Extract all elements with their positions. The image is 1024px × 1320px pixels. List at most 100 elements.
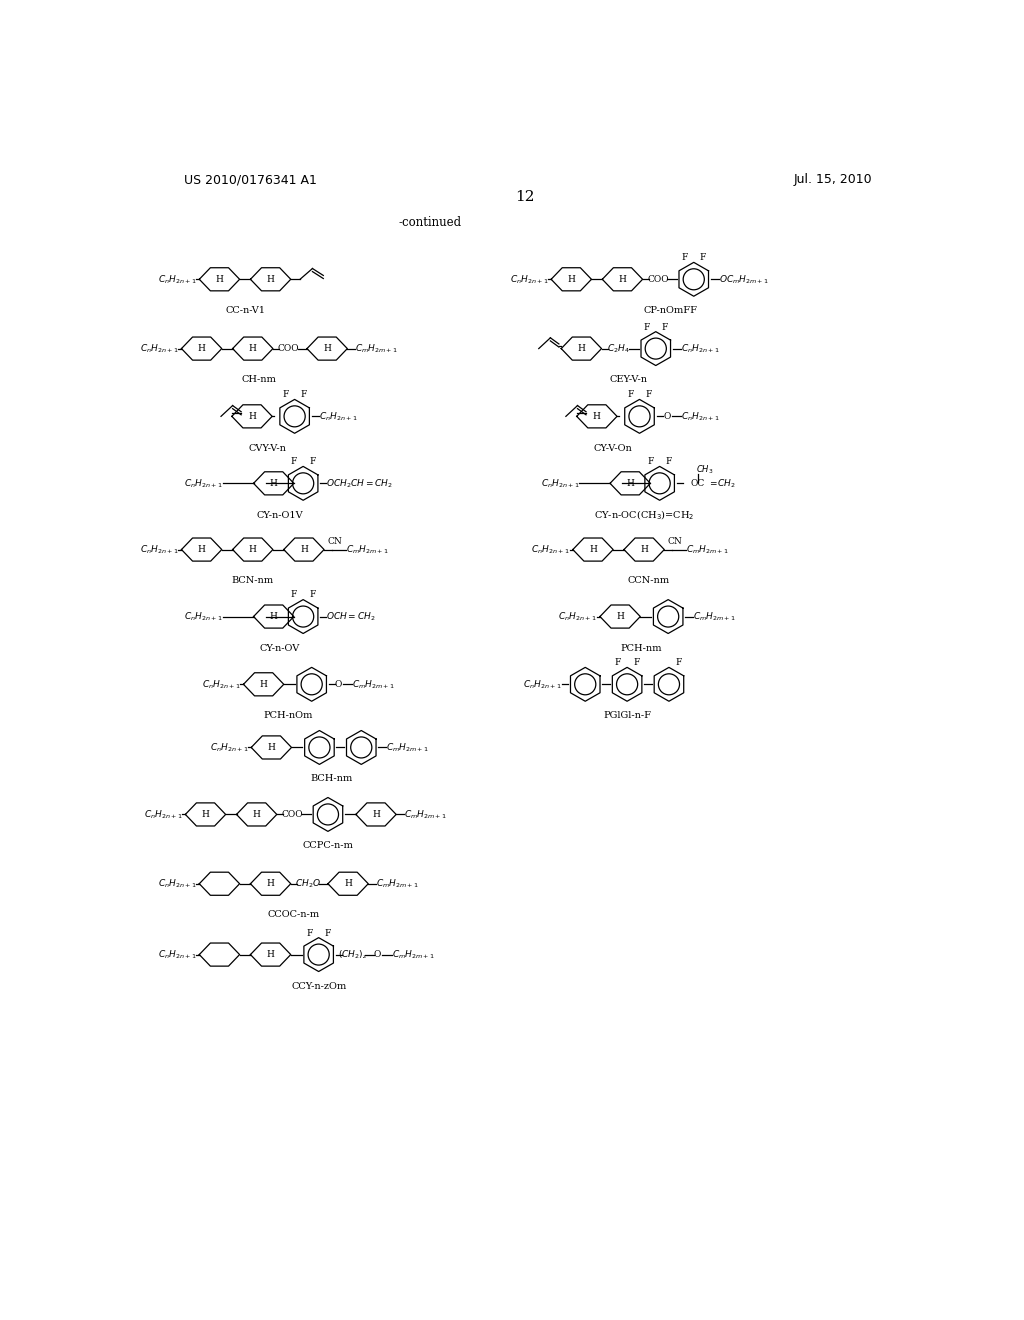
Text: $CH_3$: $CH_3$	[696, 463, 714, 475]
Text: $C_mH_{2m+1}$: $C_mH_{2m+1}$	[686, 544, 729, 556]
Text: $OC_mH_{2m+1}$: $OC_mH_{2m+1}$	[719, 273, 768, 285]
Text: $C_nH_{2n+1}$: $C_nH_{2n+1}$	[681, 342, 719, 355]
Text: H: H	[253, 810, 260, 818]
Text: $OCH_2CH{=}CH_2$: $OCH_2CH{=}CH_2$	[327, 477, 393, 490]
Text: H: H	[578, 345, 586, 352]
Text: CH-nm: CH-nm	[242, 375, 276, 384]
Text: $(CH_2)_z$: $(CH_2)_z$	[338, 948, 368, 961]
Text: $CH_2O$: $CH_2O$	[295, 878, 321, 890]
Text: H: H	[249, 345, 257, 352]
Text: US 2010/0176341 A1: US 2010/0176341 A1	[183, 173, 316, 186]
Text: H: H	[202, 810, 210, 818]
Text: -continued: -continued	[398, 215, 462, 228]
Text: CY-n-OC(CH$_3$)=CH$_2$: CY-n-OC(CH$_3$)=CH$_2$	[594, 510, 694, 523]
Text: H: H	[215, 275, 223, 284]
Text: H: H	[266, 275, 274, 284]
Text: $C_nH_{2n+1}$: $C_nH_{2n+1}$	[158, 878, 197, 890]
Text: PGlGl-n-F: PGlGl-n-F	[603, 710, 651, 719]
Text: H: H	[324, 345, 331, 352]
Text: F: F	[643, 322, 649, 331]
Text: F: F	[647, 457, 653, 466]
Text: F: F	[283, 391, 289, 399]
Text: F: F	[627, 391, 634, 399]
Text: F: F	[614, 659, 621, 667]
Text: CY-n-OV: CY-n-OV	[260, 644, 300, 653]
Text: F: F	[645, 391, 652, 399]
Text: CN: CN	[328, 537, 342, 546]
Text: COO: COO	[647, 275, 669, 284]
Text: H: H	[248, 412, 256, 421]
Text: O: O	[335, 680, 342, 689]
Text: CCN-nm: CCN-nm	[628, 576, 670, 585]
Text: $C_mH_{2m+1}$: $C_mH_{2m+1}$	[693, 610, 735, 623]
Text: CY-V-On: CY-V-On	[593, 445, 632, 453]
Text: $C_nH_{2n+1}$: $C_nH_{2n+1}$	[510, 273, 548, 285]
Text: F: F	[291, 590, 297, 599]
Text: COO: COO	[282, 810, 303, 818]
Text: $C_nH_{2n+1}$: $C_nH_{2n+1}$	[558, 610, 597, 623]
Text: O: O	[664, 412, 671, 421]
Text: H: H	[269, 479, 278, 488]
Text: BCN-nm: BCN-nm	[231, 576, 273, 585]
Text: CEY-V-n: CEY-V-n	[609, 375, 647, 384]
Text: F: F	[699, 253, 707, 263]
Text: Jul. 15, 2010: Jul. 15, 2010	[794, 173, 872, 186]
Text: H: H	[589, 545, 597, 554]
Text: $C_mH_{2m+1}$: $C_mH_{2m+1}$	[386, 742, 429, 754]
Text: $C_mH_{2m+1}$: $C_mH_{2m+1}$	[355, 342, 397, 355]
Text: $C_mH_{2m+1}$: $C_mH_{2m+1}$	[376, 878, 419, 890]
Text: F: F	[662, 322, 669, 331]
Text: F: F	[681, 253, 688, 263]
Text: H: H	[640, 545, 648, 554]
Text: $=\!CH_2$: $=\!CH_2$	[708, 477, 736, 490]
Text: $C_nH_{2n+1}$: $C_nH_{2n+1}$	[319, 411, 358, 422]
Text: $C_nH_{2n+1}$: $C_nH_{2n+1}$	[184, 610, 222, 623]
Text: H: H	[198, 545, 206, 554]
Text: CN: CN	[668, 537, 683, 546]
Text: H: H	[618, 275, 627, 284]
Text: OC: OC	[690, 479, 705, 488]
Text: $C_nH_{2n+1}$: $C_nH_{2n+1}$	[158, 273, 197, 285]
Text: H: H	[198, 345, 206, 352]
Text: H: H	[300, 545, 308, 554]
Text: $C_mH_{2m+1}$: $C_mH_{2m+1}$	[403, 808, 446, 821]
Text: F: F	[666, 457, 672, 466]
Text: $C_nH_{2n+1}$: $C_nH_{2n+1}$	[210, 742, 248, 754]
Text: PCH-nOm: PCH-nOm	[264, 710, 313, 719]
Text: H: H	[249, 545, 257, 554]
Text: H: H	[269, 612, 278, 620]
Text: F: F	[306, 928, 312, 937]
Text: F: F	[309, 590, 315, 599]
Text: $C_nH_{2n+1}$: $C_nH_{2n+1}$	[202, 678, 241, 690]
Text: H: H	[266, 950, 274, 960]
Text: BCH-nm: BCH-nm	[310, 774, 352, 783]
Text: CVY-V-n: CVY-V-n	[249, 445, 287, 453]
Text: H: H	[627, 479, 634, 488]
Text: PCH-nm: PCH-nm	[621, 644, 662, 653]
Text: $C_nH_{2n+1}$: $C_nH_{2n+1}$	[681, 411, 720, 422]
Text: $C_nH_{2n+1}$: $C_nH_{2n+1}$	[531, 544, 569, 556]
Text: $C_mH_{2m+1}$: $C_mH_{2m+1}$	[346, 544, 388, 556]
Text: F: F	[291, 457, 297, 466]
Text: $OCH{=}CH_2$: $OCH{=}CH_2$	[327, 610, 376, 623]
Text: CCPC-n-m: CCPC-n-m	[302, 841, 353, 850]
Text: F: F	[325, 928, 331, 937]
Text: $C_mH_{2m+1}$: $C_mH_{2m+1}$	[391, 948, 434, 961]
Text: $C_nH_{2n+1}$: $C_nH_{2n+1}$	[143, 808, 182, 821]
Text: H: H	[593, 412, 601, 421]
Text: H: H	[267, 743, 275, 752]
Text: H: H	[372, 810, 380, 818]
Text: H: H	[567, 275, 575, 284]
Text: H: H	[616, 612, 624, 620]
Text: $C_nH_{2n+1}$: $C_nH_{2n+1}$	[140, 342, 178, 355]
Text: CC-n-V1: CC-n-V1	[226, 306, 266, 314]
Text: F: F	[301, 391, 307, 399]
Text: 12: 12	[515, 190, 535, 203]
Text: $C_nH_{2n+1}$: $C_nH_{2n+1}$	[158, 948, 197, 961]
Text: CP-nOmFF: CP-nOmFF	[643, 306, 697, 314]
Text: $C_nH_{2n+1}$: $C_nH_{2n+1}$	[140, 544, 178, 556]
Text: $C_2H_4$: $C_2H_4$	[607, 342, 630, 355]
Text: O: O	[374, 950, 381, 960]
Text: COO: COO	[278, 345, 299, 352]
Text: H: H	[266, 879, 274, 888]
